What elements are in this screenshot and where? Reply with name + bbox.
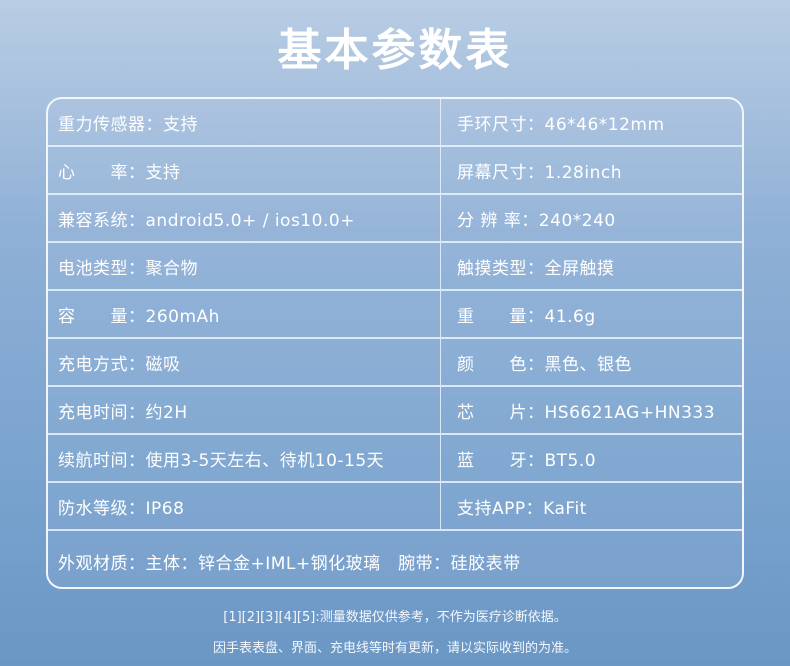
spec-cell: 蓝 牙：BT5.0 (457, 450, 597, 471)
spec-cell: 容 量：260mAh (48, 291, 441, 337)
spec-cell: 防水等级：IP68 (48, 483, 441, 529)
spec-cell: 重力传感器：支持 (48, 99, 441, 145)
disclaimer-note: [1][2][3][4][5]:测量数据仅供参考，不作为医疗诊断依据。 (223, 610, 567, 625)
spec-cell: 兼容系统：android5.0+ / ios10.0+ (48, 195, 441, 241)
spec-table: 重力传感器：支持 手环尺寸：46*46*12mm 心 率：支持 屏幕尺寸：1.28in… (46, 97, 744, 589)
spec-row: 充电方式：磁吸颜 色：黑色、银色 (48, 339, 742, 387)
spec-cell-material: 外观材质：主体：锌合金+IML+钢化玻璃 腕带：硅胶表带 (58, 553, 521, 574)
spec-cell: 触摸类型：全屏触摸 (457, 258, 615, 279)
spec-cell: 分 辨 率：240*240 (457, 210, 616, 231)
spec-cell: 充电方式：磁吸 (48, 339, 441, 385)
spec-row: 重力传感器：支持 手环尺寸：46*46*12mm (48, 99, 742, 147)
spec-cell: 续航时间：使用3-5天左右、待机10-15天 (48, 435, 441, 481)
spec-row: 防水等级：IP68 支持APP：KaFit (48, 483, 742, 531)
spec-cell: 屏幕尺寸：1.28inch (457, 162, 622, 183)
spec-cell: 颜 色：黑色、银色 (457, 354, 632, 375)
spec-row: 外观材质：主体：锌合金+IML+钢化玻璃 腕带：硅胶表带 (48, 531, 742, 587)
spec-row: 容 量：260mAh 重 量：41.6g (48, 291, 742, 339)
spec-row: 续航时间：使用3-5天左右、待机10-15天蓝 牙：BT5.0 (48, 435, 742, 483)
spec-cell: 重 量：41.6g (457, 306, 596, 327)
spec-cell: 充电时间：约2H (48, 387, 441, 433)
spec-cell: 心 率：支持 (48, 147, 441, 193)
spec-row: 充电时间：约2H 芯 片：HS6621AG+HN333 (48, 387, 742, 435)
spec-row: 电池类型：聚合物 触摸类型：全屏触摸 (48, 243, 742, 291)
spec-row: 心 率：支持 屏幕尺寸：1.28inch (48, 147, 742, 195)
update-note: 因手表表盘、界面、充电线等时有更新，请以实际收到的为准。 (212, 641, 577, 656)
spec-cell: 支持APP：KaFit (457, 498, 587, 519)
page-title: 基本参数表 (277, 25, 513, 76)
spec-row: 兼容系统：android5.0+ / ios10.0+ 分 辨 率：240*240 (48, 195, 742, 243)
spec-cell: 电池类型：聚合物 (48, 243, 441, 289)
spec-cell: 手环尺寸：46*46*12mm (457, 114, 665, 135)
spec-cell: 芯 片：HS6621AG+HN333 (457, 402, 716, 423)
